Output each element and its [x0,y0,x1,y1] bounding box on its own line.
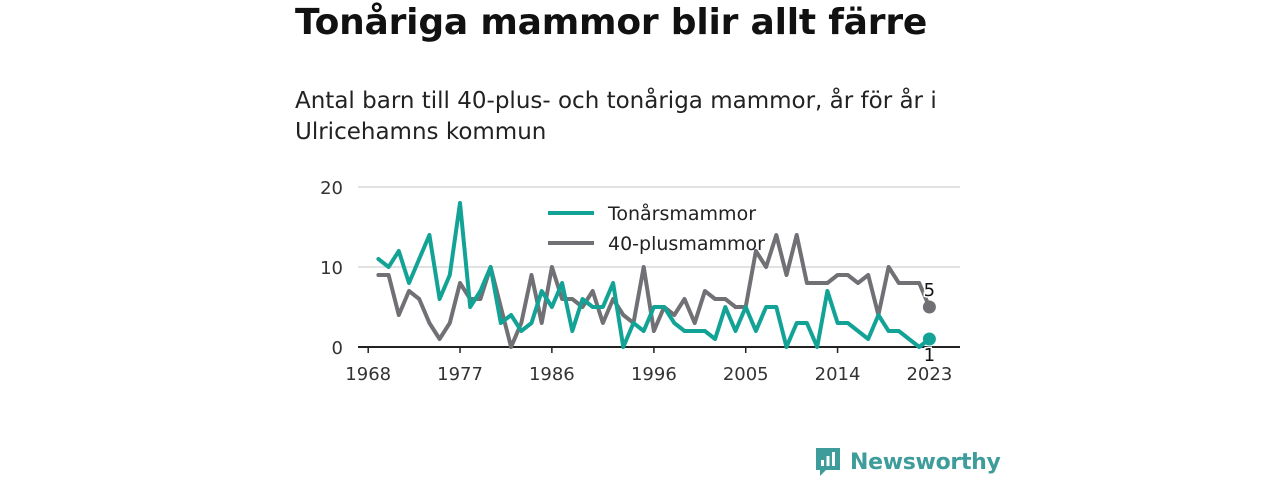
x-tick-label: 1996 [631,364,677,385]
legend-label: Tonårsmammor [607,202,756,225]
y-tick-label: 10 [320,258,343,279]
chart-subtitle: Antal barn till 40-plus- och tonåriga ma… [295,88,937,145]
newsworthy-logo: Newsworthy [814,446,1001,478]
y-tick-label: 20 [320,178,343,199]
x-tick-label: 2023 [906,364,952,385]
x-tick-label: 2005 [723,364,769,385]
brand-name: Newsworthy [850,449,1001,475]
series-end-marker [922,300,936,314]
chart-title: Tonåriga mammor blir allt färre [295,2,928,43]
x-tick-label: 1968 [345,364,391,385]
legend-label: 40-plusmammor [608,233,765,255]
series-end-label: 1 [924,345,935,366]
x-tick-label: 1986 [529,364,575,385]
x-tick-label: 2014 [815,364,861,385]
series-end-marker [922,332,936,346]
y-tick-label: 0 [332,338,343,359]
series-line-0 [376,201,932,349]
x-tick-label: 1977 [437,364,483,385]
series-end-label: 5 [924,280,935,301]
newsworthy-logo-icon [816,448,840,476]
legend: Tonårsmammor 40-plusmammor [548,202,765,255]
